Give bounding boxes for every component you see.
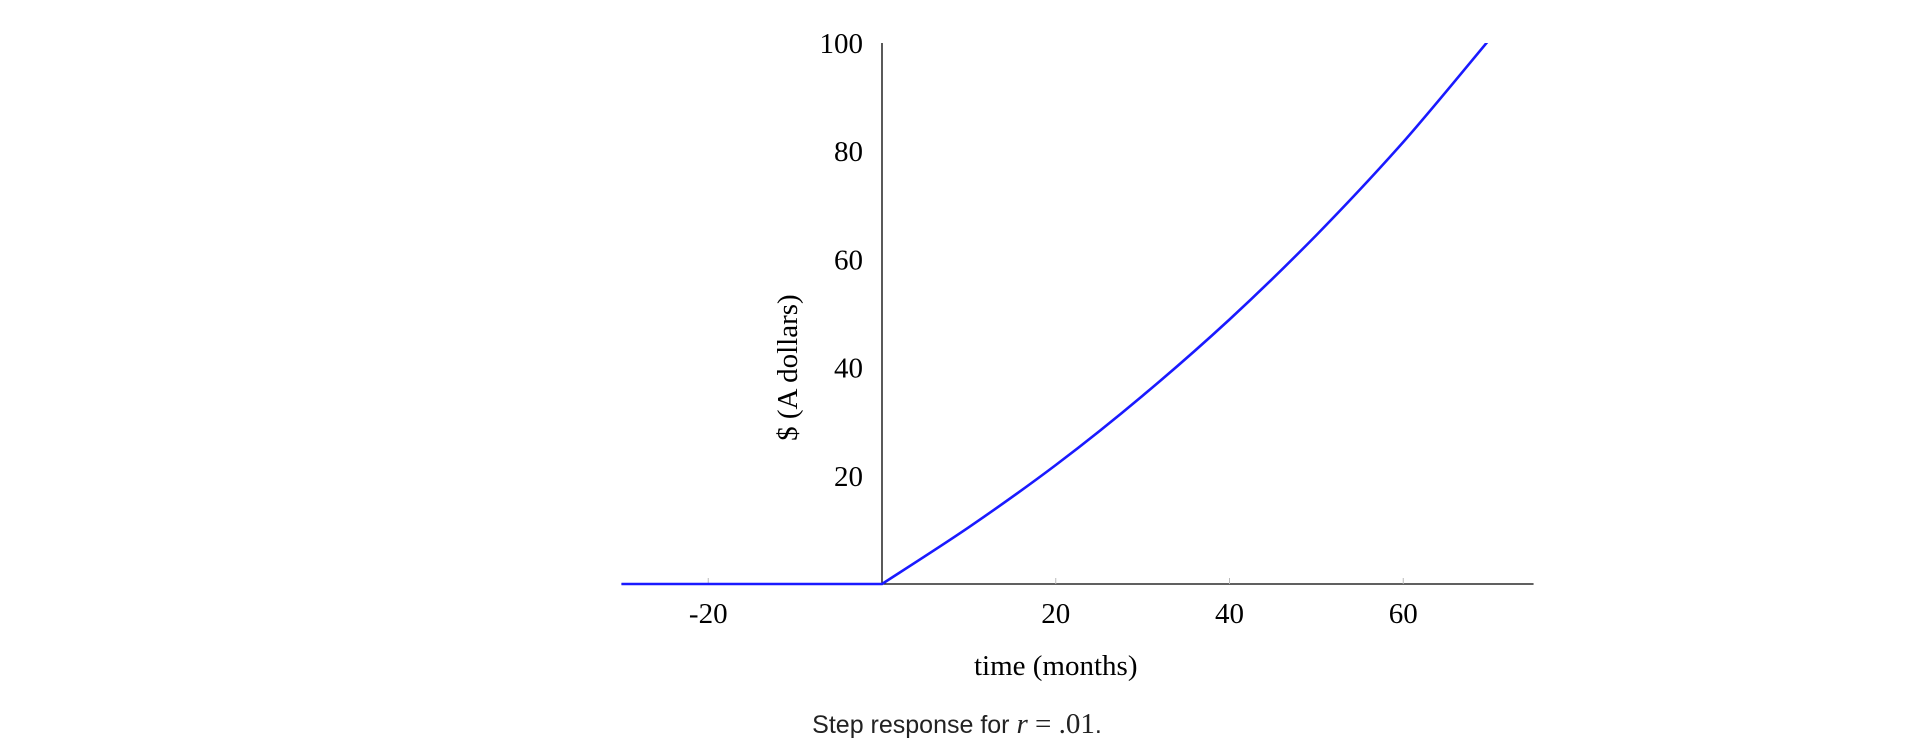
- figure-caption: Step response for r = .01.: [0, 708, 1914, 741]
- x-axis-label: time (months): [974, 650, 1138, 682]
- series-group: [621, 43, 1489, 586]
- y-tick-label: 20: [834, 461, 863, 493]
- caption-suffix: .: [1094, 711, 1102, 739]
- y-tick-label: 40: [834, 353, 863, 385]
- axes: [621, 43, 1534, 585]
- caption-prefix: Step response for: [812, 711, 1017, 739]
- y-tick-label: 60: [834, 244, 863, 276]
- tick-labels: -20 20 40 60 20 40 60 80 100: [689, 28, 1418, 630]
- caption-value: .01: [1058, 708, 1095, 740]
- caption-variable: r: [1016, 708, 1028, 740]
- series-line: [621, 43, 1489, 586]
- x-tick-label: 40: [1215, 598, 1244, 630]
- y-axis-label: $ (A dollars): [772, 294, 804, 441]
- x-tick-label: 20: [1041, 598, 1070, 630]
- caption-equals: =: [1027, 708, 1059, 740]
- x-tick-label: -20: [689, 598, 728, 630]
- step-response-chart: -20 20 40 60 20 40 60 80 100 time (months) $ (A …: [621, 28, 1534, 682]
- y-tick-label: 80: [834, 136, 863, 168]
- y-tick-label: 100: [820, 28, 864, 60]
- x-tick-label: 60: [1389, 598, 1418, 630]
